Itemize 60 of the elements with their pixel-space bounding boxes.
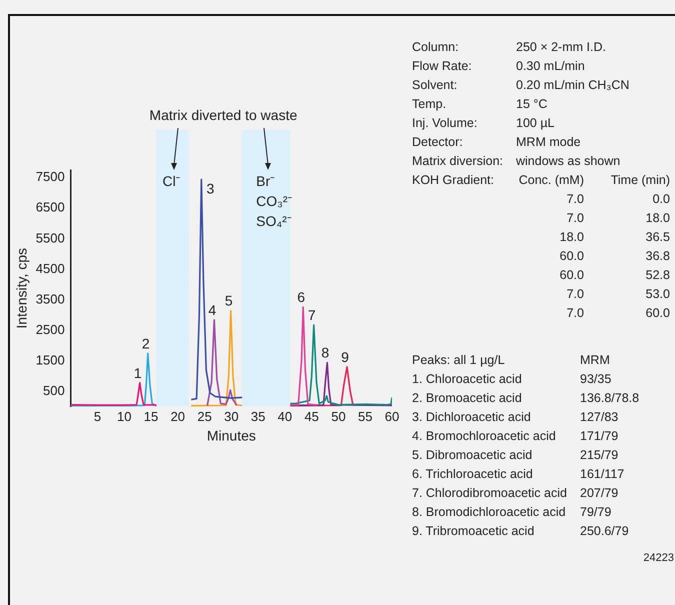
series-label: 5 <box>224 292 233 309</box>
x-axis-title: Minutes <box>206 427 256 444</box>
text: 8. Bromodichloroacetic acid 79/79 <box>412 504 612 521</box>
y-tick-label: 6500 <box>36 200 65 215</box>
x-tick-label: 45 <box>304 408 319 424</box>
x-tick-label: 10 <box>117 408 132 424</box>
text: Matrix diversion: windows as shown <box>412 153 620 170</box>
y-tick-label: 2500 <box>36 322 65 337</box>
text: 6. Trichloroacetic acid 161/117 <box>412 467 624 481</box>
series-label: 4 <box>208 302 216 318</box>
text: 18.0 36.5 <box>560 230 670 244</box>
y-tick-label: 1500 <box>36 352 65 368</box>
band-label: Cl⁻ <box>162 173 181 189</box>
text: 3. Dichloroacetic acid 127/83 <box>412 410 618 424</box>
text: Temp. 15 °C <box>412 97 548 111</box>
text: 7.0 53.0 <box>566 287 670 301</box>
x-tick-label: 60 <box>384 408 400 424</box>
text: 1. Chloroacetic acid 93/35 <box>412 372 612 386</box>
y-tick-label: 3500 <box>36 291 65 306</box>
text: 7.0 18.0 <box>566 211 670 225</box>
text: Solvent: 0.20 mL/min CH₃CN <box>412 78 630 92</box>
band-label: Br⁻ CO₃²⁻ SO₄²⁻ <box>256 173 293 229</box>
series-label: 9 <box>341 348 350 365</box>
x-tick-label: 40 <box>278 408 292 424</box>
y-tick-label: 7500 <box>36 169 65 184</box>
text: Peaks: all 1 µg/L MRM <box>412 353 610 367</box>
text: 9. Tribromoacetic acid 250.6/79 <box>412 524 629 538</box>
series-label: 8 <box>321 344 330 361</box>
x-tick-label: 25 <box>197 408 212 424</box>
text: Flow Rate: 0.30 mL/min <box>412 59 585 73</box>
text: 24223 <box>642 551 674 566</box>
text: Inj. Volume: 100 µL <box>412 116 554 130</box>
series-label: 2 <box>142 335 150 352</box>
series-label: 1 <box>134 364 142 381</box>
x-tick-label: 15 <box>144 408 158 424</box>
series-label: 6 <box>297 289 306 306</box>
x-tick-label: 35 <box>250 408 266 424</box>
x-tick-label: 20 <box>170 408 186 424</box>
text: Column: 250 × 2-mm I.D. <box>412 40 606 54</box>
text: 5. Dibromoacetic acid 215/79 <box>412 448 618 462</box>
text: KOH Gradient: Conc. (mM) Time (min) <box>412 173 670 187</box>
x-tick-label: 55 <box>358 408 372 424</box>
y-tick-label: 5500 <box>36 230 65 246</box>
x-tick-label: 5 <box>94 408 102 424</box>
text: 7. Chlorodibromoacetic acid 207/79 <box>412 485 618 502</box>
text: 60.0 36.8 <box>560 249 670 263</box>
text: Matrix diverted to waste <box>149 107 298 123</box>
x-tick-label: 30 <box>224 408 239 424</box>
text: 4. Bromochloroacetic acid 171/79 <box>412 429 618 443</box>
series-label: 3 <box>206 180 214 196</box>
y-tick-label: 4500 <box>36 260 65 276</box>
x-tick-label: 50 <box>331 408 346 424</box>
text: 2. Bromoacetic acid 136.8/78.8 <box>412 391 640 405</box>
text: 7.0 0.0 <box>566 192 670 206</box>
text: Detector: MRM mode <box>412 135 581 149</box>
series-label: 7 <box>308 307 316 324</box>
y-tick-label: 500 <box>43 382 65 398</box>
y-axis-title: Intensity, cps <box>13 248 30 329</box>
text: 7.0 60.0 <box>566 306 670 320</box>
text: 60.0 52.8 <box>560 268 670 282</box>
